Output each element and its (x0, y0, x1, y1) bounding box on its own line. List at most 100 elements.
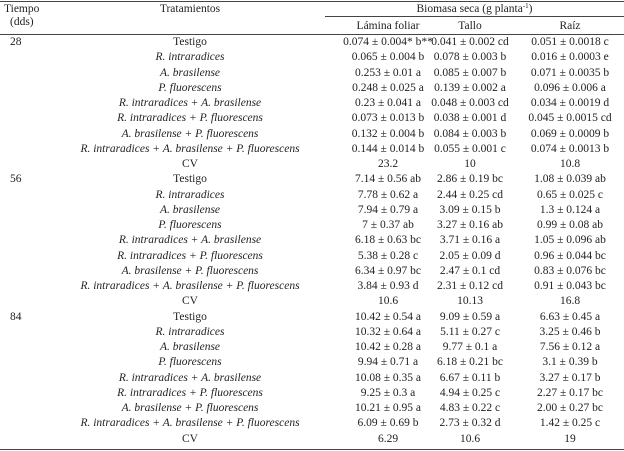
treatment: R. intraradices + A. brasilense + P. flu… (80, 417, 300, 430)
value-cell: 0.253 ± 0.01 a (354, 66, 422, 79)
value-cell: 2.86 ± 0.19 bc (436, 173, 504, 186)
value-cell: 0.069 ± 0.0009 b (530, 127, 610, 140)
value-cell: 0.65 ± 0.025 c (536, 188, 604, 201)
treatment: A. brasilense (159, 341, 221, 353)
treatments-header: Tratamientos (159, 3, 221, 15)
value-cell: 1.3 ± 0.124 a (539, 203, 601, 216)
treatment: R. intraradices + P. fluorescens (117, 112, 263, 125)
value-cell: 10.6 (377, 295, 399, 308)
value-cell: 9.77 ± 0.1 a (442, 341, 498, 353)
treatment: R. intraradices (155, 51, 225, 64)
value-cell: 10.42 ± 0.54 a (354, 310, 422, 323)
value-cell: 0.23 ± 0.041 a (354, 97, 422, 109)
treatment: R. intraradices + A. brasilense (118, 234, 262, 247)
bottom-rule (0, 449, 624, 450)
value-cell: 5.11 ± 0.27 c (440, 325, 500, 338)
value-cell: 0.139 ± 0.002 a (434, 81, 506, 94)
value-cell: 9.94 ± 0.71 a (357, 356, 419, 369)
value-cell: 3.84 ± 0.93 d (357, 280, 419, 292)
value-cell: 3.71 ± 0.16 a (439, 234, 501, 247)
value-cell: 7.56 ± 0.12 a (539, 341, 601, 353)
value-cell: 0.051 ± 0.0018 c (531, 36, 609, 48)
column-header: Tallo (458, 20, 482, 32)
value-cell: 0.99 ± 0.08 ab (536, 219, 604, 231)
value-cell: 0.96 ± 0.044 bc (534, 249, 606, 262)
value-cell: 3.1 ± 0.39 b (542, 356, 598, 369)
treatment: P. fluorescens (158, 81, 222, 94)
value-cell: 3.25 ± 0.46 b (539, 325, 601, 338)
value-cell: 0.096 ± 0.006 a (534, 81, 606, 94)
treatment: Testigo (173, 36, 207, 48)
value-cell: 0.048 ± 0.003 cd (431, 97, 509, 109)
treatment: R. intraradices + A. brasilense (118, 97, 262, 109)
value-cell: 10 (464, 158, 476, 170)
treatment: R. intraradices + P. fluorescens (117, 386, 263, 399)
value-cell: 6.18 ± 0.63 bc (354, 234, 422, 247)
biomass-sup: -1 (522, 2, 529, 10)
treatment: P. fluorescens (158, 219, 222, 231)
treatment: A. brasilense + P. fluorescens (121, 127, 259, 140)
value-cell: 0.074 ± 0.004* b** (343, 36, 433, 48)
value-cell: 0.078 ± 0.003 b (433, 51, 507, 64)
value-cell: 16.8 (559, 295, 581, 308)
value-cell: 6.63 ± 0.45 a (539, 310, 601, 323)
value-cell: 19 (564, 432, 576, 445)
top-rule (0, 1, 624, 2)
column-header: Raíz (559, 20, 581, 32)
treatment: R. intraradices (155, 325, 225, 338)
value-cell: 6.09 ± 0.69 b (357, 417, 419, 430)
value-cell: 3.09 ± 0.15 b (439, 203, 501, 216)
value-cell: 0.038 ± 0.001 d (433, 112, 507, 125)
value-cell: 0.016 ± 0.0003 e (531, 51, 609, 64)
value-cell: 1.05 ± 0.096 ab (534, 234, 606, 247)
value-cell: 1.42 ± 0.25 c (539, 417, 601, 430)
value-cell: 7.14 ± 0.56 ab (354, 173, 422, 186)
header-rule (0, 34, 624, 35)
biomass-close: ) (528, 3, 533, 15)
value-cell: 7.94 ± 0.79 a (357, 203, 419, 216)
time-unit: (dds) (10, 16, 34, 28)
value-cell: 0.91 ± 0.043 bc (534, 280, 606, 292)
value-cell: 2.44 ± 0.25 cd (436, 188, 504, 201)
value-cell: 23.2 (377, 158, 399, 170)
value-cell: 10.21 ± 0.95 a (354, 402, 422, 414)
value-cell: 10.6 (459, 432, 481, 445)
value-cell: 0.144 ± 0.014 b (351, 142, 425, 155)
treatment: R. intraradices + A. brasilense + P. flu… (80, 142, 300, 155)
treatment: A. brasilense (159, 66, 221, 79)
value-cell: 3.27 ± 0.16 ab (436, 219, 504, 231)
value-cell: 0.041 ± 0.002 cd (431, 36, 509, 48)
treatment: A. brasilense + P. fluorescens (121, 264, 259, 277)
value-cell: 0.034 ± 0.0019 d (530, 97, 610, 109)
treatment: R. intraradices + A. brasilense (118, 371, 262, 384)
time-header: Tiempo (4, 3, 40, 15)
value-cell: 2.73 ± 0.32 d (439, 417, 501, 430)
value-cell: 1.08 ± 0.039 ab (534, 173, 606, 186)
treatment: CV (182, 295, 198, 308)
value-cell: 0.065 ± 0.004 b (351, 51, 425, 64)
treatment: CV (182, 432, 198, 445)
value-cell: 0.085 ± 0.007 b (433, 66, 507, 79)
value-cell: 0.084 ± 0.003 b (433, 127, 507, 140)
value-cell: 7 ± 0.37 ab (362, 219, 414, 231)
value-cell: 10.32 ± 0.64 a (354, 325, 422, 338)
treatment: CV (182, 158, 198, 170)
value-cell: 6.29 (377, 432, 399, 445)
value-cell: 6.18 ± 0.21 bc (436, 356, 504, 369)
value-cell: 4.83 ± 0.22 c (439, 402, 501, 414)
value-cell: 2.00 ± 0.27 bc (536, 402, 604, 414)
treatment: R. intraradices (155, 188, 225, 201)
treatment: R. intraradices + P. fluorescens (117, 249, 263, 262)
value-cell: 10.42 ± 0.28 a (354, 341, 422, 353)
value-cell: 9.09 ± 0.59 a (439, 310, 501, 323)
treatment: R. intraradices + A. brasilense + P. flu… (80, 280, 300, 292)
time-value: 84 (10, 310, 22, 323)
value-cell: 10.13 (457, 295, 483, 308)
time-value: 56 (10, 173, 22, 186)
biomass-rule (325, 16, 624, 17)
value-cell: 6.67 ± 0.11 b (439, 371, 501, 384)
value-cell: 4.94 ± 0.25 c (439, 386, 501, 399)
treatment: Testigo (173, 173, 207, 186)
treatment: A. brasilense + P. fluorescens (121, 402, 259, 414)
